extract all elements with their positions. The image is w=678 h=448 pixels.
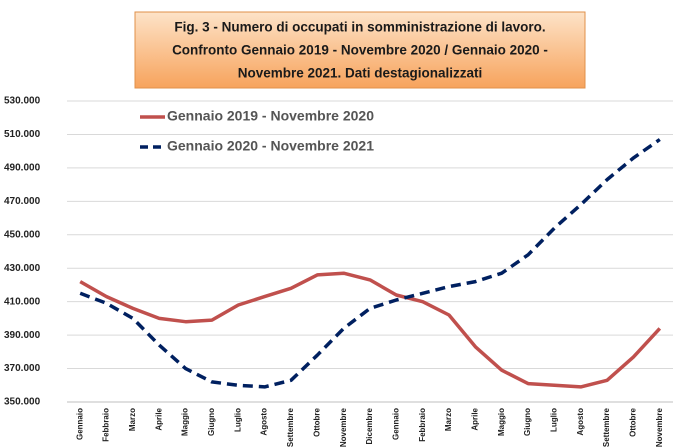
x-tick-label: Novembre	[339, 407, 348, 447]
x-tick-label: Dicembre	[365, 407, 374, 444]
chart-title: Novembre 2021. Dati destagionalizzati	[238, 66, 483, 81]
x-tick-label: Agosto	[260, 408, 269, 436]
x-tick-label: Aprile	[154, 407, 163, 430]
x-tick-label: Ottobre	[312, 407, 321, 436]
y-tick-label: 490.000	[4, 163, 41, 174]
y-tick-label: 510.000	[4, 129, 41, 140]
data-line	[79, 138, 661, 389]
x-tick-label: Giugno	[523, 408, 532, 436]
x-tick-label: Novembre	[655, 407, 664, 447]
data-line	[79, 271, 662, 389]
legend-label: Gennaio 2019 - Novembre 2020	[167, 108, 374, 124]
x-tick-label: Marzo	[444, 408, 453, 431]
x-tick-label: Settembre	[602, 407, 611, 447]
y-tick-label: 450.000	[4, 229, 41, 240]
x-tick-label: Settembre	[286, 407, 295, 447]
y-tick-label: 350.000	[4, 397, 41, 408]
y-tick-label: 410.000	[4, 296, 41, 307]
x-tick-label: Agosto	[576, 408, 585, 436]
y-tick-label: 430.000	[4, 263, 41, 274]
x-tick-label: Marzo	[128, 408, 137, 431]
chart-title: Fig. 3 - Numero di occupati in somminist…	[174, 20, 545, 35]
x-tick-label: Ottobre	[629, 407, 638, 436]
y-tick-label: 470.000	[4, 196, 41, 207]
x-tick-label: Gennaio	[75, 408, 84, 440]
y-tick-label: 390.000	[4, 330, 41, 341]
legend-label: Gennaio 2020 - Novembre 2021	[167, 138, 374, 154]
x-tick-label: Febbraio	[102, 408, 111, 442]
x-tick-label: Luglio	[550, 408, 559, 432]
x-tick-label: Luglio	[233, 408, 242, 432]
chart-title: Confronto Gennaio 2019 - Novembre 2020 /…	[172, 43, 548, 58]
x-tick-label: Aprile	[471, 407, 480, 430]
x-tick-label: Giugno	[207, 408, 216, 436]
y-tick-label: 370.000	[4, 363, 41, 374]
x-tick-label: Maggio	[181, 408, 190, 436]
y-tick-label: 530.000	[4, 96, 41, 107]
x-tick-label: Gennaio	[391, 408, 400, 440]
x-tick-label: Febbraio	[418, 408, 427, 442]
title-box	[134, 11, 586, 89]
x-tick-label: Maggio	[497, 408, 506, 436]
